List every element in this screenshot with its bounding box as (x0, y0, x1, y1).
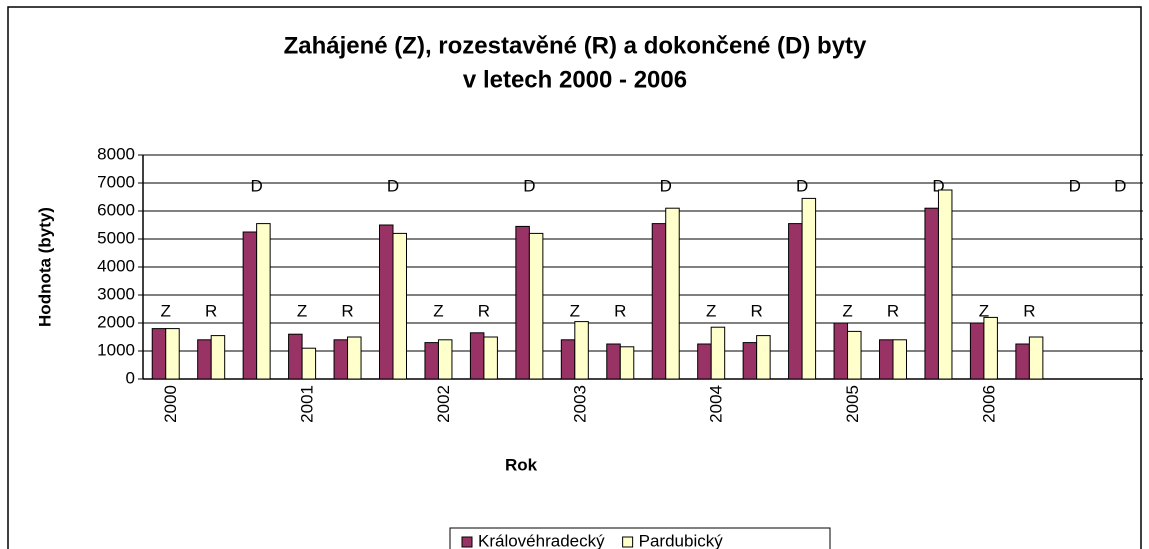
y-tick-label: 7000 (97, 172, 135, 191)
group-label: D (660, 176, 672, 195)
bar (392, 232, 407, 380)
bar (560, 339, 576, 380)
legend-swatch (622, 536, 634, 548)
group-label: R (750, 301, 762, 320)
bar (301, 347, 317, 380)
group-label: R (205, 301, 217, 320)
bar (879, 339, 894, 380)
y-tick-label: 8000 (97, 144, 135, 163)
bar (574, 321, 589, 380)
legend-swatch (461, 536, 473, 548)
group-label: D (387, 176, 399, 195)
bar (892, 339, 907, 380)
group-label: R (478, 301, 490, 320)
group-label: D (523, 176, 535, 195)
bar (606, 343, 621, 380)
y-tick-label: 0 (126, 368, 135, 387)
group-label: D (796, 176, 808, 195)
y-tick-label: 2000 (97, 312, 135, 331)
y-tick-label: 5000 (97, 228, 135, 247)
x-tick-label: 2002 (434, 385, 453, 423)
chart-title: Zahájené (Z), rozestavěné (R) a dokončen… (284, 32, 867, 59)
bar (937, 189, 953, 380)
bar (742, 342, 758, 380)
x-axis-label: Rok (505, 455, 538, 474)
bar (983, 316, 998, 380)
legend-label: Pardubický (639, 531, 724, 549)
bar (756, 335, 771, 380)
bar (1015, 343, 1030, 380)
bar (288, 333, 303, 380)
group-label: D (250, 176, 262, 195)
bar (924, 207, 939, 380)
x-tick-label: 2005 (843, 385, 862, 423)
group-label: R (1023, 301, 1035, 320)
chart-title: v letech 2000 - 2006 (463, 66, 687, 93)
bar (197, 339, 212, 380)
x-tick-label: 2003 (570, 385, 589, 423)
legend-box (449, 527, 831, 549)
group-label: Z (706, 301, 716, 320)
group-label: Z (979, 301, 989, 320)
bar (833, 322, 849, 380)
bar (788, 223, 803, 380)
group-label: R (614, 301, 626, 320)
x-tick-label: 2001 (298, 385, 317, 423)
group-label: R (887, 301, 899, 320)
bar (333, 339, 349, 380)
y-axis-label: Hodnota (byty) (35, 207, 54, 327)
y-tick-label: 3000 (97, 284, 135, 303)
bar (424, 342, 439, 380)
bar (151, 328, 167, 380)
group-label: Z (842, 301, 852, 320)
x-tick-label: 2006 (979, 385, 998, 423)
y-tick-label: 6000 (97, 200, 135, 219)
bar (483, 336, 498, 380)
group-label: Z (570, 301, 580, 320)
bar (256, 223, 271, 380)
y-tick-label: 4000 (97, 256, 135, 275)
bar (619, 346, 635, 380)
group-label: R (341, 301, 353, 320)
x-tick-label: 2000 (161, 385, 180, 423)
bar (165, 328, 180, 380)
bar (210, 335, 226, 380)
group-label: Z (161, 301, 171, 320)
bar (379, 224, 394, 380)
bar (969, 322, 985, 380)
bar (347, 336, 362, 380)
y-tick-label: 1000 (97, 340, 135, 359)
bar (847, 330, 862, 380)
bar (242, 231, 258, 380)
legend-label: Královéhradecký (478, 531, 605, 549)
bar (801, 197, 817, 380)
group-label: Z (297, 301, 307, 320)
bar (528, 232, 544, 380)
bar (437, 339, 453, 380)
bar (651, 223, 667, 380)
bar (710, 326, 726, 380)
bar (469, 332, 485, 380)
bar (1028, 336, 1044, 380)
bar (515, 225, 530, 380)
bar (665, 207, 680, 380)
group-label: D (1069, 176, 1081, 195)
bar (697, 343, 712, 380)
group-label: Z (433, 301, 443, 320)
x-tick-label: 2004 (707, 385, 726, 423)
group-label: D (1114, 176, 1126, 195)
